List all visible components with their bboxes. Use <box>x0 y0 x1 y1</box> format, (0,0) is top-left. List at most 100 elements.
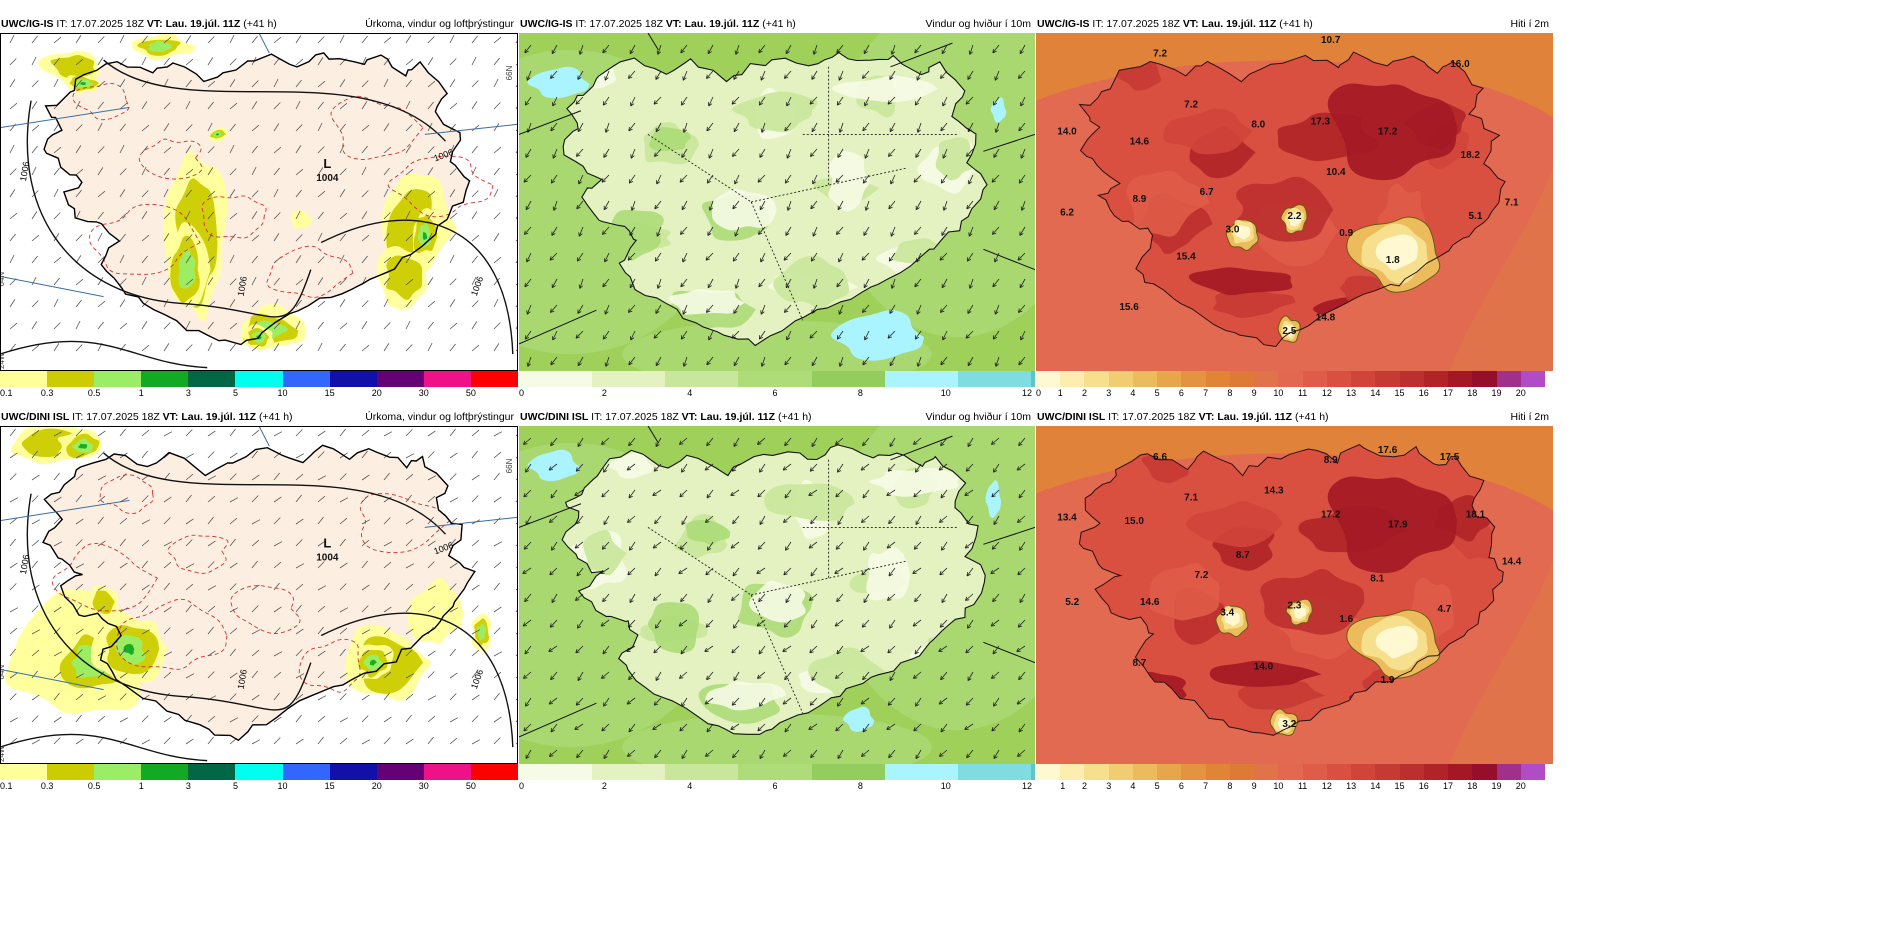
wind-map[interactable] <box>519 33 1035 371</box>
isobar-label: 1006 <box>236 669 249 690</box>
graticule-line <box>0 499 130 522</box>
map-canvas[interactable]: 6.6 8.9 17.6 17.5 7.1 14.3 13.4 15.0 17.2 17.9 18.… <box>1036 426 1553 764</box>
temp-map-panel: UWC/DINI ISL IT: 17.07.2025 18Z VT: Lau.… <box>1036 409 1553 794</box>
temperature-value: 1.9 <box>1381 675 1395 686</box>
legend-swatch <box>1084 764 1110 780</box>
valid-time: Lau. 19.júl. 11Z <box>181 411 257 423</box>
wind-map-panel: UWC/IG-IS IT: 17.07.2025 18Z VT: Lau. 19… <box>519 16 1035 401</box>
legend-tick-label: 20 <box>371 388 382 398</box>
legend-swatch <box>1108 764 1134 780</box>
temperature-value: 2.2 <box>1288 211 1302 222</box>
valid-time-label: VT: <box>162 411 179 423</box>
temperature-value: 18.1 <box>1466 509 1486 520</box>
legend-ticks: 0 2 4 6 8 10 12 <box>519 387 1035 399</box>
legend-swatch <box>141 764 189 780</box>
legend-swatch <box>1448 371 1473 387</box>
temperature-value: 0.9 <box>1339 228 1353 239</box>
legend-tick-label: 4 <box>1130 388 1136 398</box>
isobar <box>320 612 514 748</box>
legend-tick-label: 0 <box>519 388 525 398</box>
legend-tick-label: 7 <box>1203 388 1209 398</box>
map-canvas[interactable]: 1006 1006 1006 1006 L 1004 66N 64N 24W <box>0 33 518 371</box>
temperature-value: 16.0 <box>1450 59 1470 70</box>
legend-tick-label: 3 <box>185 388 191 398</box>
temperature-area <box>1234 176 1334 242</box>
legend-swatch <box>188 764 236 780</box>
valid-time: Lau. 19.júl. 11Z <box>1217 411 1293 423</box>
temperature-value: 14.8 <box>1316 312 1336 323</box>
temperature-contour <box>88 203 201 275</box>
temperature-value: 5.1 <box>1468 211 1482 222</box>
init-time: 17.07.2025 18Z <box>70 18 144 30</box>
legend-tick-label: 8 <box>1227 781 1233 791</box>
glacier-area <box>1375 234 1418 271</box>
color-legend <box>519 371 1035 387</box>
map-canvas[interactable] <box>519 426 1035 764</box>
legend-tick-label: 6 <box>1178 388 1184 398</box>
legend-tick-label: 16 <box>1418 388 1429 398</box>
wind-speed-area <box>668 288 745 315</box>
temperature-area <box>1185 501 1283 548</box>
wind-speed-area <box>869 467 960 497</box>
legend-swatch <box>329 371 378 387</box>
legend-swatch <box>519 371 593 387</box>
region-boundary <box>750 201 804 321</box>
map-canvas[interactable] <box>519 33 1035 371</box>
legend-tick-label: 19 <box>1491 781 1502 791</box>
init-time: 17.07.2025 18Z <box>1122 411 1196 423</box>
legend-tick-label: 18 <box>1467 388 1478 398</box>
legend-tick-label: 20 <box>371 781 382 791</box>
map-title: Hiti í 2m <box>1510 18 1549 30</box>
color-legend <box>1036 764 1553 780</box>
wind-map[interactable] <box>519 426 1035 764</box>
legend-swatch <box>94 371 142 387</box>
graticule-line <box>258 33 270 54</box>
valid-time-label: VT: <box>681 411 698 423</box>
lead-time: (+41 h) <box>777 411 812 423</box>
legend-tick-label: 14 <box>1370 388 1381 398</box>
legend-swatch <box>282 371 331 387</box>
isobar-label: 1006 <box>18 161 31 182</box>
legend-tick-label: 1 <box>138 781 144 791</box>
temperature-value: 8.0 <box>1251 120 1265 131</box>
run-info: UWC/IG-IS IT: 17.07.2025 18Z VT: Lau. 19… <box>1 16 277 32</box>
graticule-label: 66N <box>505 65 514 80</box>
temperature-area <box>1237 680 1326 710</box>
glacier-area <box>1375 625 1418 659</box>
coastline <box>1078 51 1506 348</box>
legend-swatch <box>1278 764 1304 780</box>
legend-tick-label: 16 <box>1418 781 1429 791</box>
isobar <box>0 340 208 369</box>
legend-swatch <box>1351 764 1376 780</box>
temp-map[interactable]: 6.6 8.9 17.6 17.5 7.1 14.3 13.4 15.0 17.2 17.9 18.… <box>1036 426 1553 764</box>
temperature-value: 17.5 <box>1440 452 1460 463</box>
panel-header: UWC/DINI ISL IT: 17.07.2025 18Z VT: Lau.… <box>519 409 1035 425</box>
graticule-line <box>890 435 953 461</box>
legend-tick-label: 10 <box>277 781 288 791</box>
gust-area <box>527 66 590 99</box>
legend-swatch <box>1520 371 1546 387</box>
isobar-label: 1006 <box>236 276 249 297</box>
lead-time: (+41 h) <box>1294 411 1329 423</box>
valid-time: Lau. 19.júl. 11Z <box>684 18 760 30</box>
valid-time: Lau. 19.júl. 11Z <box>700 411 776 423</box>
temperature-value: 7.2 <box>1184 99 1198 110</box>
map-canvas[interactable]: 7.2 10.7 16.0 7.2 14.0 14.6 8.0 17.3 17.2 18.2 10.… <box>1036 33 1553 371</box>
low-pressure-letter: L <box>323 156 331 171</box>
legend-tick-label: 18 <box>1467 781 1478 791</box>
legend-swatch <box>141 371 189 387</box>
legend-tick-label: 50 <box>465 781 476 791</box>
map-canvas[interactable]: 1006 1006 1006 1006 L 1004 66N 64N 24W <box>0 426 518 764</box>
legend-swatch <box>1302 764 1328 780</box>
wind-speed-area <box>935 137 975 181</box>
legend-swatch <box>1326 371 1352 387</box>
temp-map[interactable]: 7.2 10.7 16.0 7.2 14.0 14.6 8.0 17.3 17.2 18.2 10.… <box>1036 33 1553 371</box>
graticule-label: 64N <box>0 272 6 287</box>
temperature-value: 14.3 <box>1264 486 1284 497</box>
temperature-value: 14.6 <box>1140 597 1160 608</box>
legend-swatch <box>1229 764 1255 780</box>
precip-map-panel: UWC/DINI ISL IT: 17.07.2025 18Z VT: Lau.… <box>0 409 518 794</box>
legend-tick-label: 10 <box>940 781 951 791</box>
